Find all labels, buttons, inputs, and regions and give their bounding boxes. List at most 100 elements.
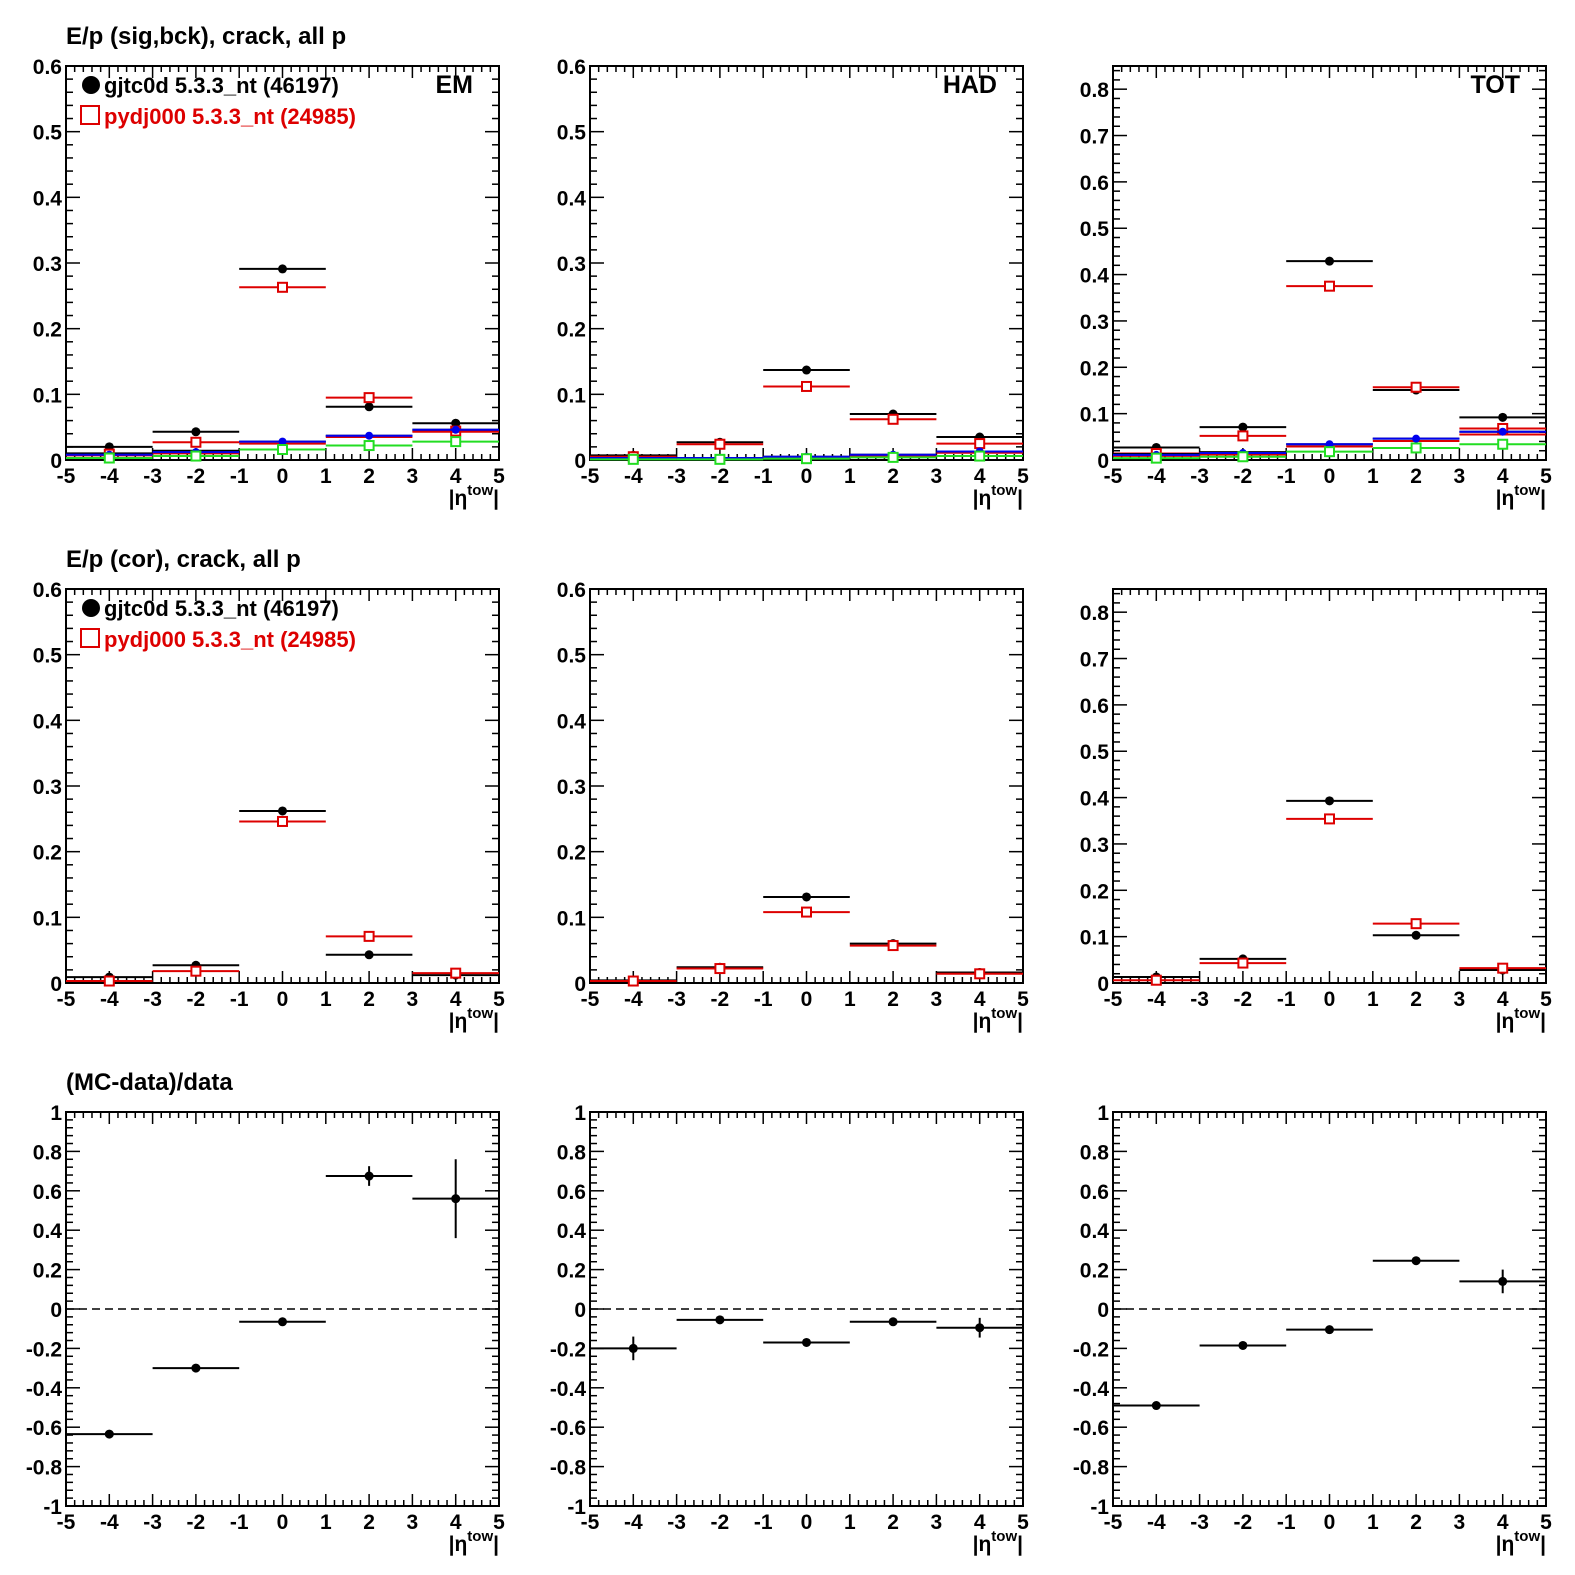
- data-point-mc: [1324, 280, 1335, 292]
- y-tick-label: 0: [1097, 973, 1109, 996]
- y-tick-label: 0.6: [557, 56, 586, 79]
- y-tick-label: 0.2: [557, 842, 586, 865]
- y-tick-label: -0.6: [1073, 1417, 1109, 1440]
- x-tick-label: 3: [931, 465, 943, 488]
- x-tick-label: -1: [754, 1511, 773, 1534]
- panel-tag: EM: [436, 71, 474, 99]
- x-tick-label: 4: [1497, 988, 1509, 1011]
- x-axis-title: |ηtow|: [449, 1005, 499, 1033]
- y-tick-label: 0.2: [1080, 880, 1109, 903]
- x-tick-label: -3: [1190, 988, 1209, 1011]
- data-point-data: [715, 1315, 725, 1325]
- data-point-mc: [801, 906, 812, 918]
- x-tick-label: -5: [57, 465, 76, 488]
- data-point-data: [104, 1429, 114, 1439]
- x-tick-label: 0: [1324, 465, 1336, 488]
- x-tick-label: 2: [363, 988, 375, 1011]
- y-tick-label: 0.4: [1080, 788, 1110, 811]
- data-point-data: [1151, 1401, 1161, 1411]
- data-point-data: [1238, 422, 1248, 432]
- x-tick-label: -2: [711, 988, 730, 1011]
- data-point-green: [801, 453, 812, 465]
- panel-0-1: -5 -4 -3 -2 -1 0 1 2 3 4 5 0 0.1 0.2 0.3 0.4 0.5 0.6 |ηtow…: [557, 56, 1029, 510]
- data-point-data: [364, 1171, 374, 1181]
- legend-label-data: gjtc0d 5.3.3_nt (46197): [104, 73, 339, 98]
- chart-panels: -5 -4 -3 -2 -1 0 1 2 3 4 500.10.20.30.40.50.6|ηtow…: [26, 56, 1552, 1556]
- x-tick-label: 2: [887, 1511, 899, 1534]
- data-point-blue: [1498, 427, 1507, 436]
- x-tick-label: -2: [711, 1511, 730, 1534]
- y-tick-label: 0.2: [33, 842, 62, 865]
- x-axis-title-sup: tow: [991, 1005, 1017, 1022]
- x-axis-title-main: |η: [973, 1010, 992, 1033]
- y-tick-label: 0: [574, 450, 586, 473]
- y-tick-label: 0.2: [33, 319, 62, 342]
- panel-0-0: -5 -4 -3 -2 -1 0 1 2 3 4 5 0 0.1 0.2 0.3 0.4 0.5 0.6 |ηtow…: [33, 56, 505, 510]
- y-tick-label: 0.5: [557, 645, 587, 668]
- x-axis-title-sup: tow: [467, 1005, 493, 1022]
- data-point-green: [450, 436, 462, 448]
- x-tick-label: -4: [1147, 988, 1166, 1011]
- x-axis-title-main: |η: [1496, 1010, 1515, 1033]
- data-point-mc: [1237, 430, 1249, 442]
- data-point-mc: [103, 975, 115, 987]
- y-tick-label: -0.2: [26, 1338, 62, 1361]
- x-axis-title: |ηtow|: [973, 1005, 1023, 1033]
- x-tick-label: 0: [801, 988, 813, 1011]
- y-tick-label: 0.4: [33, 187, 63, 210]
- data-point-data: [278, 264, 287, 274]
- data-point-data: [1325, 1325, 1334, 1335]
- y-tick-label: 0.8: [33, 1141, 63, 1164]
- x-tick-label: 5: [1017, 465, 1029, 488]
- data-point-mc: [974, 968, 986, 980]
- y-tick-label: 0.4: [557, 1220, 587, 1243]
- x-tick-label: 3: [931, 988, 943, 1011]
- data-point-green: [714, 453, 726, 465]
- y-tick-label: 0.2: [1080, 357, 1109, 380]
- x-tick-label: 0: [1324, 988, 1336, 1011]
- x-tick-label: -4: [624, 1511, 643, 1534]
- x-tick-label: -5: [581, 465, 600, 488]
- x-tick-label: -1: [1277, 1511, 1296, 1534]
- x-axis-title: |ηtow|: [973, 1528, 1023, 1556]
- y-tick-label: -0.4: [1073, 1378, 1110, 1401]
- x-axis-title: |ηtow|: [1496, 1005, 1546, 1033]
- x-tick-label: 5: [1540, 1511, 1552, 1534]
- x-tick-label: -3: [667, 465, 686, 488]
- legend-marker-data: [82, 599, 100, 617]
- x-tick-label: 2: [363, 1511, 375, 1534]
- y-tick-label: 0.4: [557, 710, 587, 733]
- x-tick-label: -4: [1147, 1511, 1166, 1534]
- x-tick-label: 2: [887, 465, 899, 488]
- data-point-green: [363, 440, 375, 452]
- panel-2-2: -5 -4 -3 -2 -1 0 1 2 3 4 5 -1 -0.8 -0.6 -0.4 -0.2 0 0.2 0.…: [1073, 1102, 1552, 1556]
- x-tick-label: -3: [143, 988, 162, 1011]
- x-tick-label: 4: [450, 988, 462, 1011]
- legend-label-mc: pydj000 5.3.3_nt (24985): [104, 627, 356, 652]
- y-tick-label: 0.1: [1080, 404, 1110, 427]
- x-tick-label: -1: [754, 465, 773, 488]
- panel-0-2: -5 -4 -3 -2 -1 0 1 2 3 4 5 0 0.1 0.2 0.3 0.4 0.5 0.6 0.7 0.…: [1080, 65, 1552, 510]
- x-axis-title-main: |η: [973, 1533, 992, 1556]
- y-tick-label: 0.3: [557, 253, 586, 276]
- y-tick-label: -1: [43, 1496, 62, 1519]
- data-point-mc: [1324, 813, 1335, 825]
- x-tick-label: 4: [450, 465, 462, 488]
- y-tick-label: 0.8: [1080, 1141, 1110, 1164]
- x-tick-label: -1: [1277, 988, 1296, 1011]
- y-tick-label: 0.8: [1080, 602, 1110, 625]
- x-tick-label: 3: [407, 988, 419, 1011]
- data-point-data: [1325, 256, 1334, 266]
- y-tick-label: 0.6: [557, 1181, 586, 1204]
- x-tick-label: -4: [624, 465, 643, 488]
- x-axis-title-close: |: [493, 1533, 499, 1556]
- x-tick-label: -4: [624, 988, 643, 1011]
- data-point-green: [887, 451, 899, 463]
- data-point-mc: [714, 438, 726, 450]
- y-tick-label: 0.7: [1080, 649, 1109, 672]
- data-point-mc: [1237, 957, 1249, 969]
- legend-label-mc: pydj000 5.3.3_nt (24985): [104, 104, 356, 129]
- data-point-blue: [451, 425, 460, 434]
- legend-marker-mc: [80, 105, 100, 125]
- y-tick-label: -0.8: [550, 1457, 587, 1480]
